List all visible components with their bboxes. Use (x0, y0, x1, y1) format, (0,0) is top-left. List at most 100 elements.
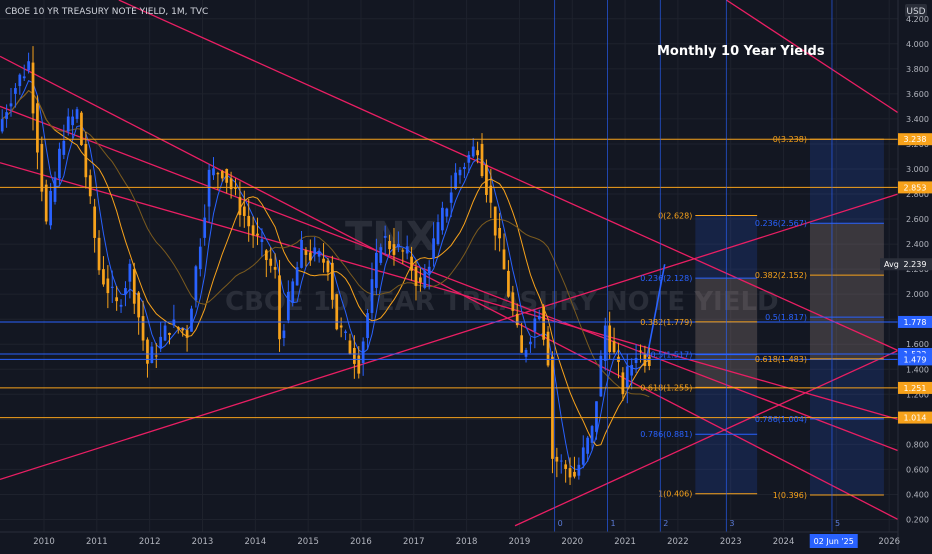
candle-body (529, 341, 532, 345)
candle-body (383, 235, 387, 238)
candle-body (49, 190, 52, 226)
time-tick-label: 2014 (244, 537, 266, 547)
price-badge-label: 1.014 (904, 414, 927, 423)
trendline (0, 105, 899, 452)
trendline (118, 0, 899, 352)
price-tick-label: 4.200 (906, 15, 929, 24)
candle-body (154, 355, 158, 357)
candle-body (485, 164, 488, 195)
trendline (0, 193, 899, 481)
price-tick-label: 0.600 (906, 465, 929, 474)
currency-badge[interactable] (905, 4, 927, 17)
price-tick-label: 4.000 (906, 40, 929, 49)
price-badge-label: 1.479 (904, 355, 927, 364)
indicator-bands (1, 80, 650, 471)
time-tick-label: 2017 (403, 537, 425, 547)
candle-body (291, 281, 295, 303)
price-tick-label: 2.600 (906, 215, 929, 224)
price-badge (898, 381, 932, 394)
candle-body (344, 331, 347, 333)
symbol-header: CBOE 10 YR TREASURY NOTE YIELD, 1M, TVC (5, 7, 208, 17)
candle-body (330, 262, 334, 300)
watermark-name: CBOE 10 YEAR TREASURY NOTE YIELD (225, 287, 779, 317)
candle-body (357, 355, 361, 374)
candle-body (176, 327, 180, 329)
candle-body (172, 319, 176, 326)
fib-right-label: 0.5(1.817) (765, 313, 807, 322)
candle-body (621, 372, 625, 395)
candle-body (44, 184, 48, 222)
price-tick-label: 2.800 (906, 190, 929, 199)
candle-body (458, 169, 462, 176)
candle-body (599, 355, 603, 397)
candle-body (207, 169, 211, 207)
candle-body (379, 247, 383, 263)
candle-body (9, 103, 13, 107)
candle-body (269, 258, 273, 266)
price-tick-label: 0.400 (906, 490, 929, 499)
candle-body (542, 306, 546, 340)
trendline (725, 0, 899, 114)
candle-body (586, 437, 590, 454)
candle-body (168, 332, 171, 335)
candle-body (392, 244, 396, 255)
candle-body (278, 275, 281, 340)
grid-lines (0, 0, 898, 532)
current-date-badge (809, 534, 858, 548)
candle-body (471, 146, 475, 157)
candle-body (159, 336, 163, 348)
time-tick-label: 2013 (192, 537, 214, 547)
candle-body (612, 341, 616, 353)
candle-body (414, 267, 418, 286)
fib-left-label: 0(2.628) (658, 212, 692, 221)
candle-body (511, 292, 515, 311)
trendlines (0, 0, 899, 527)
moving-average-slow (1, 90, 650, 398)
candle-body (335, 294, 339, 330)
time-tick-label: 2022 (667, 537, 689, 547)
time-tick-label: 2021 (614, 537, 636, 547)
time-tick-label: 2018 (456, 537, 478, 547)
candle-body (251, 225, 255, 236)
candle-body (630, 364, 634, 376)
candle-body (361, 341, 365, 364)
price-tick-label: 3.600 (906, 90, 929, 99)
candle-body (106, 278, 110, 294)
candle-body (590, 426, 594, 443)
time-tick-label: 2023 (720, 537, 742, 547)
candle-body (71, 116, 74, 126)
price-axis-bg (898, 0, 932, 550)
time-tick-label: 2010 (33, 537, 55, 547)
time-tick-label: 2024 (773, 537, 795, 547)
time-tick-label: 2011 (86, 537, 108, 547)
candle-body (445, 208, 449, 217)
candle-body (375, 252, 378, 288)
price-badge (898, 315, 932, 328)
candle-body (524, 349, 528, 357)
candle-body (480, 143, 484, 176)
candle-body (27, 61, 30, 71)
candle-body (366, 313, 369, 338)
time-tick-label: 2019 (509, 537, 531, 547)
avg-badge (880, 258, 932, 271)
candle-body (295, 267, 299, 286)
cycle-marker-label: 3 (729, 519, 734, 528)
candle-body (247, 215, 251, 227)
time-tick-label: 2016 (350, 537, 372, 547)
time-axis[interactable]: 2010 2011 2012 2013 2014 2015 2016 2017 2018 2019… (33, 534, 900, 548)
candle-body (238, 197, 242, 216)
candle-body (564, 464, 568, 469)
candle-body (533, 318, 537, 332)
candle-body (577, 464, 581, 476)
candle-body (40, 143, 44, 192)
candle-body (427, 266, 431, 274)
watermark-ticker: TNX (345, 214, 437, 260)
price-tick-label: 3.000 (906, 165, 929, 174)
price-badge-label: 1.251 (904, 384, 927, 393)
price-badges: 3.2382.8531.7781.5221.4791.2511.014Avg2.… (880, 133, 932, 424)
candle-body (286, 291, 290, 321)
candle-body (300, 239, 303, 268)
candle-body (502, 249, 506, 270)
